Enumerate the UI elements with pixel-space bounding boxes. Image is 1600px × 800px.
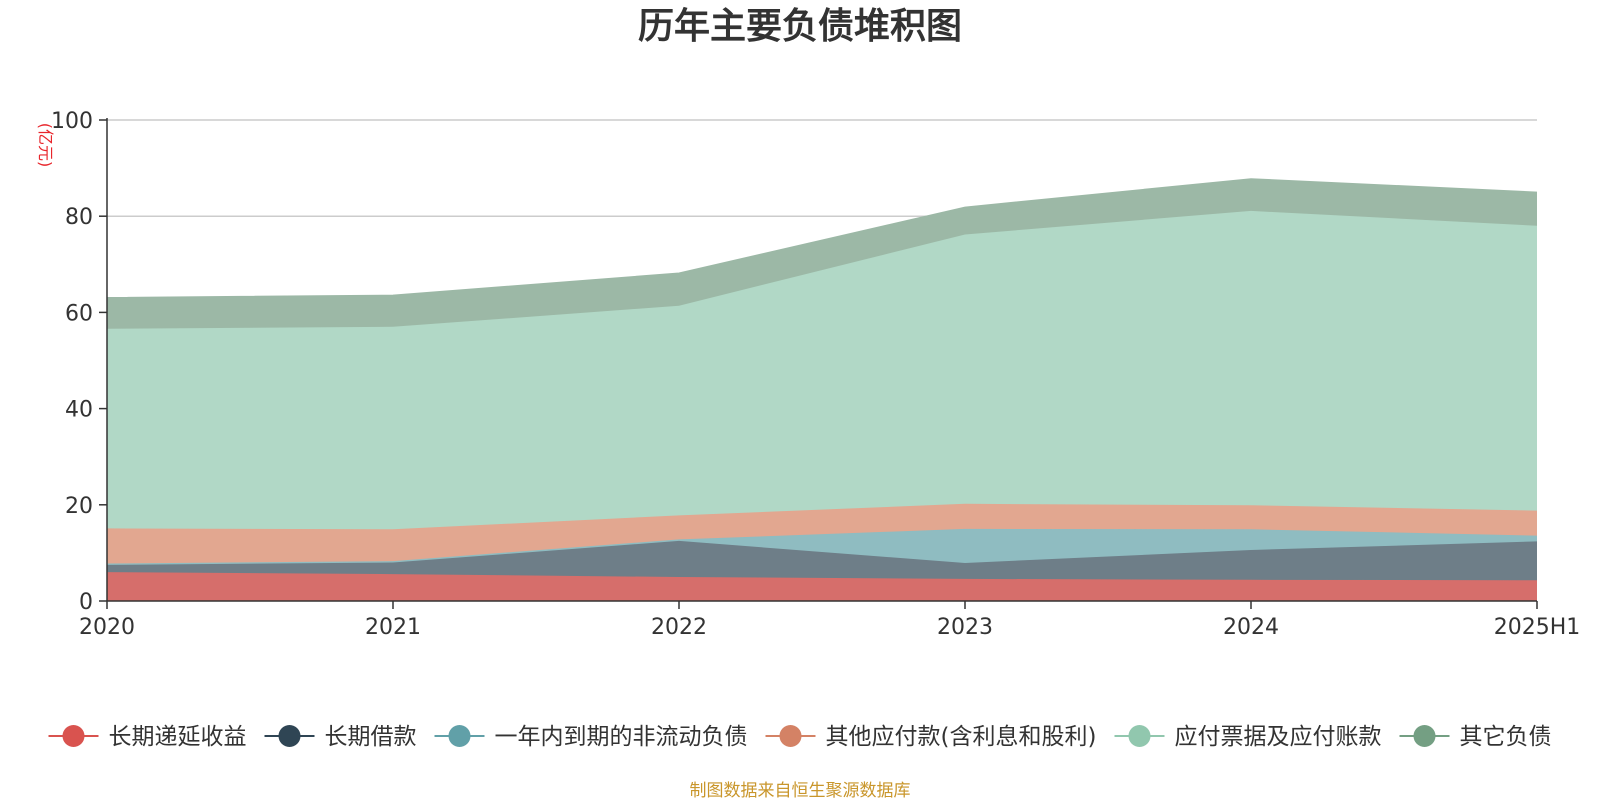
- legend-item-2[interactable]: 长期借款: [264, 724, 417, 750]
- legend-label: 一年内到期的非流动负债: [495, 724, 748, 750]
- legend-marker: [278, 725, 301, 747]
- area-series-1: [107, 572, 1537, 601]
- y-tick-label: 100: [51, 109, 93, 134]
- x-tick-label: 2020: [79, 615, 135, 640]
- legend-label: 长期递延收益: [109, 724, 247, 750]
- legend-marker: [62, 725, 85, 747]
- area-series-5: [107, 210, 1537, 530]
- area-series-group: [106, 178, 1538, 601]
- legend-marker: [779, 725, 802, 747]
- legend-marker: [1128, 725, 1151, 747]
- source-note: 制图数据来自恒生聚源数据库: [690, 781, 911, 800]
- legend-label: 其它负债: [1460, 724, 1552, 750]
- y-tick-label: 0: [79, 590, 93, 615]
- x-tick-label: 2022: [651, 615, 707, 640]
- x-tick-label: 2024: [1223, 615, 1279, 640]
- axes: 0 20 40 60 80 100 2020 2021 2022 2023 2024 2025H1: [51, 109, 1580, 640]
- x-tick-label: 2021: [365, 615, 421, 640]
- legend: 长期递延收益 长期借款 一年内到期的非流动负债 其他应付款(含利息和股利) 应付票据及应…: [48, 724, 1552, 750]
- legend-item-6[interactable]: 其它负债: [1399, 724, 1552, 750]
- legend-label: 长期借款: [325, 724, 417, 750]
- x-tick-label: 2025H1: [1494, 615, 1581, 640]
- area-series-edge-6: [106, 178, 1538, 298]
- x-tick-label: 2023: [937, 615, 993, 640]
- y-tick-label: 20: [65, 494, 93, 519]
- legend-item-3[interactable]: 一年内到期的非流动负债: [434, 724, 748, 750]
- chart-title: 历年主要负债堆积图: [638, 6, 962, 47]
- legend-item-5[interactable]: 应付票据及应付账款: [1114, 724, 1382, 750]
- y-tick-label: 80: [65, 205, 93, 230]
- legend-item-4[interactable]: 其他应付款(含利息和股利): [765, 724, 1097, 750]
- y-tick-label: 60: [65, 301, 93, 326]
- legend-label: 其他应付款(含利息和股利): [826, 724, 1097, 750]
- area-series-2: [107, 540, 1537, 581]
- area-series-6: [107, 178, 1537, 329]
- legend-marker: [448, 725, 471, 747]
- y-tick-label: 40: [65, 398, 93, 423]
- y-axis-unit-label: (亿元): [36, 123, 55, 168]
- legend-label: 应付票据及应付账款: [1175, 724, 1382, 750]
- area-series-4: [107, 503, 1537, 564]
- legend-item-1[interactable]: 长期递延收益: [48, 724, 247, 750]
- legend-marker: [1413, 725, 1436, 747]
